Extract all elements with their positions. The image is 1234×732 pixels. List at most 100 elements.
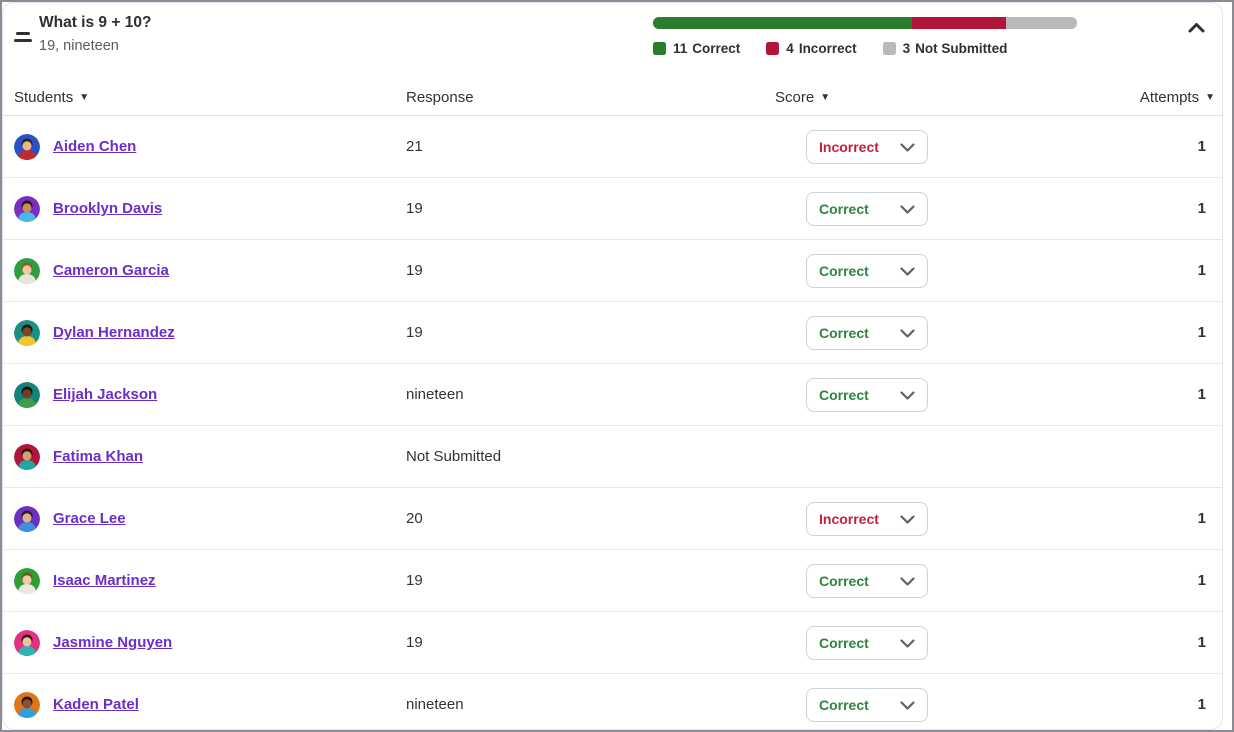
score-value: Correct — [819, 387, 869, 403]
attempts-cell: 1 — [1197, 572, 1206, 589]
legend-count: 4 — [786, 41, 794, 56]
student-name-link[interactable]: Elijah Jackson — [53, 386, 158, 403]
attempts-cell: 1 — [1197, 262, 1206, 279]
chevron-up-icon — [1188, 22, 1204, 32]
attempts-cell: 1 — [1197, 138, 1206, 155]
table-header-row: Students ▼ Response Score ▼ Attempts ▼ — [3, 89, 1222, 116]
score-dropdown[interactable]: Incorrect — [806, 502, 928, 536]
student-cell: Fatima Khan — [14, 426, 143, 487]
sort-arrow-icon: ▼ — [79, 92, 90, 103]
score-value: Correct — [819, 263, 869, 279]
attempts-cell: 1 — [1197, 200, 1206, 217]
column-header-students[interactable]: Students ▼ — [14, 89, 89, 106]
attempts-cell: 1 — [1197, 510, 1206, 527]
student-name-link[interactable]: Dylan Hernandez — [53, 324, 175, 341]
chevron-down-icon — [900, 328, 915, 338]
student-avatar — [14, 319, 40, 346]
score-dropdown[interactable]: Correct — [806, 192, 928, 226]
student-cell: Grace Lee — [14, 488, 126, 549]
attempts-cell: 1 — [1197, 634, 1206, 651]
student-result-row: Grace Lee 20 Incorrect 1 — [3, 488, 1222, 550]
response-cell: nineteen — [406, 386, 464, 403]
student-results-table: Aiden Chen 21 Incorrect 1 Brooklyn Davis… — [3, 116, 1222, 729]
student-result-row: Jasmine Nguyen 19 Correct 1 — [3, 612, 1222, 674]
student-result-row: Dylan Hernandez 19 Correct 1 — [3, 302, 1222, 364]
attempts-cell: 1 — [1197, 386, 1206, 403]
student-avatar — [14, 691, 40, 718]
legend-label: Not Submitted — [915, 41, 1008, 56]
legend-chip-not-submitted — [882, 42, 896, 55]
student-avatar — [14, 133, 40, 160]
score-summary-legend: 11 Correct 4 Incorrect 3 Not Submitted — [653, 41, 1007, 56]
score-value: Correct — [819, 201, 869, 217]
chevron-down-icon — [900, 514, 915, 524]
legend-item-not-submitted: 3 Not Submitted — [882, 41, 1008, 56]
column-header-label: Attempts — [1139, 89, 1200, 106]
bar-segment-not-submitted — [1006, 17, 1077, 29]
response-cell: 19 — [406, 572, 423, 589]
question-prompt: What is 9 + 10? — [39, 14, 152, 31]
student-avatar — [14, 257, 40, 284]
student-result-row: Aiden Chen 21 Incorrect 1 — [3, 116, 1222, 178]
student-cell: Dylan Hernandez — [14, 302, 175, 363]
response-cell: 19 — [406, 200, 423, 217]
chevron-down-icon — [900, 266, 915, 276]
student-name-link[interactable]: Grace Lee — [53, 510, 126, 527]
student-avatar — [14, 195, 40, 222]
response-cell: 20 — [406, 510, 423, 527]
score-value: Correct — [819, 325, 869, 341]
chevron-down-icon — [900, 204, 915, 214]
student-name-link[interactable]: Fatima Khan — [53, 448, 144, 465]
score-distribution-bar — [653, 17, 1077, 29]
score-dropdown[interactable]: Correct — [806, 378, 928, 412]
column-header-attempts[interactable]: Attempts ▼ — [1140, 89, 1215, 106]
score-value: Correct — [819, 635, 869, 651]
student-cell: Isaac Martinez — [14, 550, 156, 611]
student-name-link[interactable]: Aiden Chen — [53, 138, 137, 155]
response-cell: 19 — [406, 324, 423, 341]
legend-count: 11 — [673, 41, 688, 56]
column-header-label: Students — [14, 89, 74, 106]
response-cell: Not Submitted — [406, 448, 502, 465]
student-name-link[interactable]: Jasmine Nguyen — [53, 634, 173, 651]
response-cell: 21 — [406, 138, 423, 155]
score-dropdown[interactable]: Correct — [806, 316, 928, 350]
score-dropdown[interactable]: Correct — [806, 564, 928, 598]
student-name-link[interactable]: Cameron Garcia — [53, 262, 169, 279]
score-dropdown[interactable]: Incorrect — [806, 130, 928, 164]
legend-label: Incorrect — [798, 41, 857, 56]
student-result-row: Kaden Patel nineteen Correct 1 — [3, 674, 1222, 729]
student-cell: Kaden Patel — [14, 674, 139, 729]
collapse-panel-button[interactable] — [1183, 16, 1209, 38]
student-cell: Jasmine Nguyen — [14, 612, 172, 673]
column-header-label: Score — [775, 89, 815, 106]
legend-chip-correct — [653, 42, 666, 55]
score-dropdown[interactable]: Correct — [806, 254, 928, 288]
student-cell: Brooklyn Davis — [14, 178, 162, 239]
student-cell: Aiden Chen — [14, 116, 136, 177]
student-cell: Elijah Jackson — [14, 364, 157, 425]
student-avatar — [14, 381, 40, 408]
chevron-down-icon — [900, 390, 915, 400]
legend-item-correct: 11 Correct — [653, 41, 740, 56]
student-result-row: Fatima Khan Not Submitted — [3, 426, 1222, 488]
chevron-down-icon — [900, 700, 915, 710]
legend-count: 3 — [902, 41, 911, 56]
response-cell: 19 — [406, 634, 423, 651]
student-result-row: Cameron Garcia 19 Correct 1 — [3, 240, 1222, 302]
score-dropdown[interactable]: Correct — [806, 688, 928, 722]
chevron-down-icon — [900, 576, 915, 586]
bar-segment-correct — [653, 17, 913, 29]
student-result-row: Isaac Martinez 19 Correct 1 — [3, 550, 1222, 612]
attempts-cell: 1 — [1197, 696, 1206, 713]
student-result-row: Elijah Jackson nineteen Correct 1 — [3, 364, 1222, 426]
student-avatar — [14, 629, 40, 656]
student-name-link[interactable]: Isaac Martinez — [53, 572, 156, 589]
student-avatar — [14, 505, 40, 532]
bar-segment-incorrect — [912, 17, 1007, 29]
student-name-link[interactable]: Kaden Patel — [53, 696, 139, 713]
column-header-score[interactable]: Score ▼ — [775, 89, 830, 106]
response-cell: nineteen — [406, 696, 464, 713]
score-dropdown[interactable]: Correct — [806, 626, 928, 660]
student-name-link[interactable]: Brooklyn Davis — [53, 200, 163, 217]
